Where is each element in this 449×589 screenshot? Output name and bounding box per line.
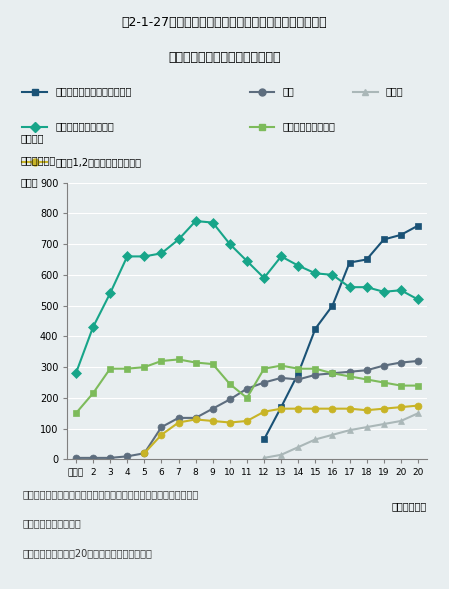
Text: トリクロロエチレン: トリクロロエチレン	[283, 122, 335, 131]
Text: 超過井戸本数: 超過井戸本数	[21, 155, 56, 165]
Text: 出典：環境省『平成20年度地下水質測定結果』: 出典：環境省『平成20年度地下水質測定結果』	[22, 548, 152, 558]
Text: （調査年度）: （調査年度）	[391, 501, 427, 511]
Text: シス－1,2－ジクロロエチレン: シス－1,2－ジクロロエチレン	[56, 157, 141, 167]
Text: 図2-1-27　地下水の水質汚濁に係る環境基準の超過本数: 図2-1-27 地下水の水質汚濁に係る環境基準の超過本数	[122, 15, 327, 28]
Text: ふっ素: ふっ素	[386, 87, 404, 97]
Text: 注１：このグラフは環境基準超過本数が比較的多かった項目のみ対: 注１：このグラフは環境基準超過本数が比較的多かった項目のみ対	[22, 489, 199, 499]
Text: 砒素: 砒素	[283, 87, 295, 97]
Text: （定期モニタリング調査）の推移: （定期モニタリング調査）の推移	[168, 51, 281, 64]
Text: （本）: （本）	[21, 177, 38, 187]
Text: 象としている。: 象としている。	[22, 518, 81, 528]
Text: 硝酸性窒素及び亜硝酸性窒素: 硝酸性窒素及び亜硝酸性窒素	[56, 87, 132, 97]
Text: 環境基準: 環境基準	[21, 133, 44, 143]
Text: テトラクロロエチレン: テトラクロロエチレン	[56, 122, 114, 131]
